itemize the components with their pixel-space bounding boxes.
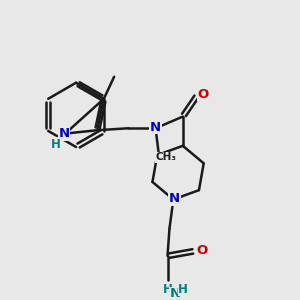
Text: O: O <box>198 88 209 101</box>
Text: H: H <box>178 283 188 296</box>
Text: N: N <box>150 121 161 134</box>
Text: N: N <box>170 287 181 300</box>
Text: N: N <box>59 127 70 140</box>
Text: O: O <box>196 244 207 256</box>
Text: H: H <box>50 138 60 151</box>
Text: CH₃: CH₃ <box>156 152 177 163</box>
Text: N: N <box>169 192 180 205</box>
Text: H: H <box>163 283 172 296</box>
